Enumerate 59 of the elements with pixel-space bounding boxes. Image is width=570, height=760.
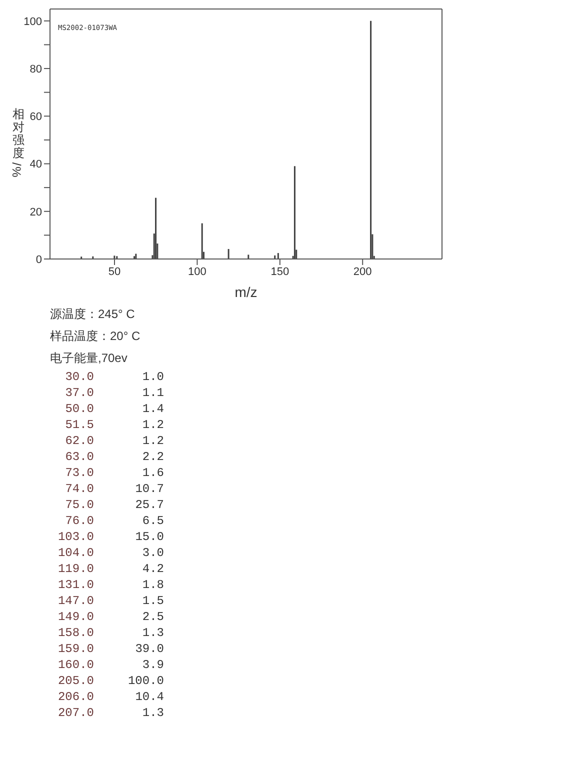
data-label: 39.0 — [134, 641, 164, 657]
text: 电子能量,70ev — [50, 350, 128, 367]
data-label: 100.0 — [126, 673, 164, 689]
category-label: 160.0 — [56, 657, 94, 673]
category-label: 73.0 — [64, 465, 94, 481]
data-label: 1.1 — [141, 385, 164, 401]
category-label: 158.0 — [56, 625, 94, 641]
data-label: 1.8 — [141, 577, 164, 593]
category-label: 119.0 — [56, 561, 94, 577]
category-label: 63.0 — [64, 449, 94, 465]
category-label: 147.0 — [56, 593, 94, 609]
x-tick-label: 100 — [188, 266, 206, 278]
y-axis-title: 相对强度/% — [10, 107, 25, 178]
data-label: 3.0 — [141, 545, 164, 561]
category-label: 205.0 — [56, 673, 94, 689]
data-label: 10.7 — [134, 481, 164, 497]
data-label: 2.2 — [141, 449, 164, 465]
category-label: 131.0 — [56, 577, 94, 593]
category-label: 207.0 — [56, 705, 94, 721]
data-label: 1.2 — [141, 433, 164, 449]
y-tick-label: 40 — [30, 158, 42, 171]
category-label: 159.0 — [56, 641, 94, 657]
x-tick-label: 150 — [270, 266, 290, 278]
x-axis-title: m/z — [234, 284, 258, 300]
category-label: 51.5 — [64, 417, 94, 433]
category-label: 103.0 — [56, 529, 94, 545]
y-tick-label: 60 — [30, 111, 42, 124]
data-label: 4.2 — [141, 561, 164, 577]
y-tick-label: 100 — [24, 16, 42, 28]
data-label: 1.2 — [141, 417, 164, 433]
category-label: 75.0 — [64, 497, 94, 513]
data-label: 3.9 — [141, 657, 164, 673]
data-label: 1.6 — [141, 465, 164, 481]
text: 样品温度：20° C — [50, 328, 142, 345]
category-label: 50.0 — [64, 401, 94, 417]
category-label: 62.0 — [64, 433, 94, 449]
category-label: 37.0 — [64, 385, 94, 401]
x-tick-label: 200 — [353, 266, 372, 278]
y-tick-label: 0 — [36, 254, 42, 266]
data-label: 1.5 — [141, 593, 164, 609]
data-label: 1.4 — [141, 401, 164, 417]
data-label: 10.4 — [134, 689, 164, 705]
y-tick-label: 80 — [30, 63, 42, 76]
data-label: 1.3 — [141, 625, 164, 641]
data-label: 2.5 — [141, 609, 164, 625]
data-label: 6.5 — [141, 513, 164, 529]
category-label: 149.0 — [56, 609, 94, 625]
data-label: 25.7 — [134, 497, 164, 513]
data-label: 15.0 — [134, 529, 164, 545]
category-label: 206.0 — [56, 689, 94, 705]
category-label: 30.0 — [64, 369, 94, 385]
x-tick-label: 50 — [108, 266, 121, 278]
category-label: 104.0 — [56, 545, 94, 561]
text: 源温度：245° C — [50, 306, 136, 323]
category-label: 76.0 — [64, 513, 94, 529]
data-label: 1.0 — [141, 369, 164, 385]
category-label: 74.0 — [64, 481, 94, 497]
y-tick-label: 20 — [30, 206, 42, 218]
data-label: 1.3 — [141, 705, 164, 721]
